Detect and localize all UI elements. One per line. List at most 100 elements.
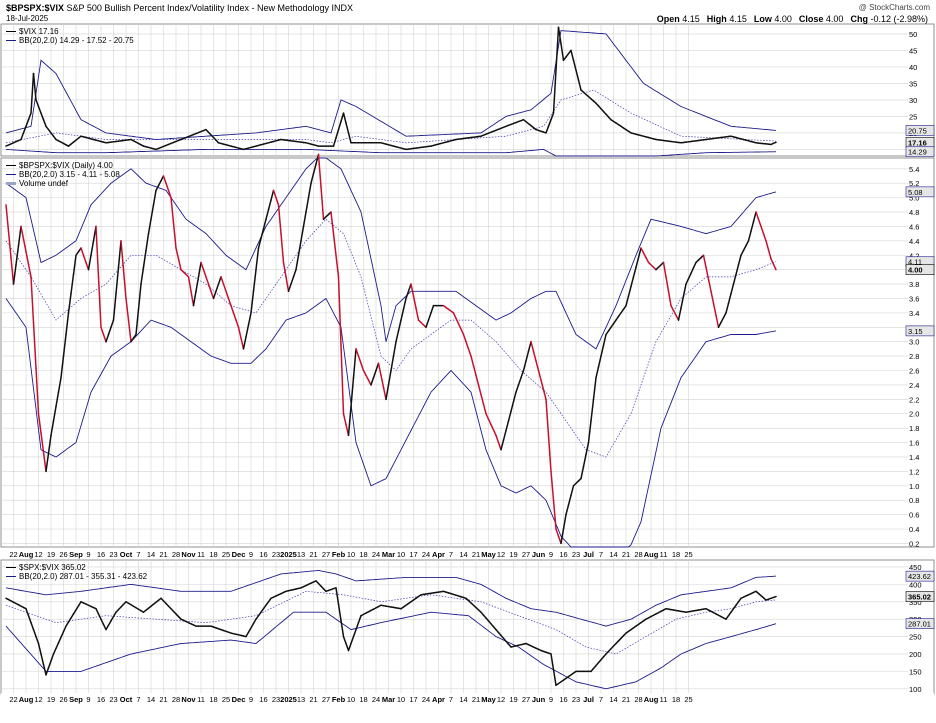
main-price-segment xyxy=(711,291,714,303)
ohlc-high: High 4.15 xyxy=(707,14,747,24)
main-price-segment xyxy=(679,308,682,320)
bottom-y-tick-label: 200 xyxy=(909,650,922,659)
chart-title: $BPSPX:$VIX S&P 500 Bullish Percent Inde… xyxy=(6,3,353,14)
main-price-segment xyxy=(389,371,392,385)
main-price-segment xyxy=(501,440,504,450)
main-price-segment xyxy=(746,241,749,246)
main-price-segment xyxy=(254,270,257,292)
main-price-segment xyxy=(366,375,369,380)
x-tick-label: Jul xyxy=(583,550,594,559)
main-price-segment xyxy=(311,174,314,184)
main-price-segment xyxy=(89,255,92,269)
main-price-segment xyxy=(761,226,764,233)
main-panel-frame xyxy=(1,158,934,547)
x-tick-label: Oct xyxy=(120,550,133,559)
x-tick-label: 10 xyxy=(397,550,405,559)
main-price-segment xyxy=(479,385,482,395)
description: S&P 500 Bullish Percent Index/Volatility… xyxy=(67,3,329,13)
main-price-segment xyxy=(109,327,112,334)
main-price-segment xyxy=(536,361,539,371)
main-price-segment xyxy=(396,331,399,342)
x-tick-label: 21 xyxy=(309,695,317,704)
x-tick-label: 23 xyxy=(109,695,117,704)
x-tick-label: 7 xyxy=(136,550,140,559)
x-tick-label: 21 xyxy=(622,695,630,704)
x-tick-label: 9 xyxy=(549,695,553,704)
main-price-segment xyxy=(81,248,84,255)
main-y-tick-label: 2.2 xyxy=(909,395,919,404)
main-price-segment xyxy=(589,421,592,443)
main-price-segment xyxy=(469,349,472,356)
main-price-segment xyxy=(489,419,492,424)
main-price-segment xyxy=(744,246,747,251)
x-tick-label: 18 xyxy=(209,695,217,704)
main-price-segment xyxy=(66,313,69,335)
main-price-segment xyxy=(594,378,597,400)
main-price-segment xyxy=(426,320,429,327)
top-price-segment xyxy=(24,126,27,133)
main-price-segment xyxy=(546,399,549,435)
main-price-segment xyxy=(471,356,474,366)
x-tick-label: Feb xyxy=(332,550,346,559)
top-price-segment xyxy=(336,130,339,138)
top-price-segment xyxy=(21,133,24,140)
main-price-segment xyxy=(49,435,52,453)
main-price-segment xyxy=(206,277,209,284)
x-tick-label: 23 xyxy=(572,695,580,704)
main-price-segment xyxy=(596,367,599,378)
x-tick-label: 11 xyxy=(197,695,205,704)
x-tick-label: 24 xyxy=(372,550,380,559)
main-price-segment xyxy=(371,378,374,385)
main-price-segment xyxy=(716,315,719,327)
main-price-segment xyxy=(506,421,509,431)
bottom-price-segment xyxy=(101,619,104,624)
main-last-value-label: 3.15 xyxy=(908,327,923,336)
main-price-segment xyxy=(741,250,744,255)
bottom-price-segment xyxy=(349,644,352,651)
bottom-y-tick-label: 100 xyxy=(909,685,922,694)
x-tick-label: 7 xyxy=(449,695,453,704)
top-price-segment xyxy=(339,121,342,129)
top-price-segment xyxy=(344,113,347,123)
x-tick-label: 16 xyxy=(97,550,105,559)
x-tick-label: Apr xyxy=(432,695,445,704)
top-y-tick-label: 50 xyxy=(909,30,917,39)
x-tick-label: 21 xyxy=(472,695,480,704)
ohlc-low: Low 4.00 xyxy=(754,14,792,24)
x-tick-label: 28 xyxy=(172,550,180,559)
x-tick-label: 27 xyxy=(322,550,330,559)
x-tick-label: 12 xyxy=(497,550,505,559)
main-price-segment xyxy=(416,308,419,320)
main-price-segment xyxy=(321,187,324,219)
main-price-segment xyxy=(84,255,87,262)
x-tick-label: 12 xyxy=(34,550,42,559)
x-tick-label: Aug xyxy=(19,695,34,704)
x-tick-label: 23 xyxy=(272,550,280,559)
x-tick-label: 23 xyxy=(572,550,580,559)
x-tick-label: Jul xyxy=(583,695,594,704)
main-y-tick-label: 1.0 xyxy=(909,482,919,491)
bottom-price-segment xyxy=(554,670,557,686)
main-price-segment xyxy=(599,356,602,367)
x-tick-label: 14 xyxy=(609,550,617,559)
top-y-tick-label: 25 xyxy=(909,112,917,121)
main-price-segment xyxy=(126,298,129,320)
main-price-segment xyxy=(266,210,269,220)
x-tick-label: 18 xyxy=(672,550,680,559)
top-bb-upper xyxy=(6,31,776,140)
bottom-price-segment xyxy=(251,624,254,628)
main-price-segment xyxy=(486,414,489,419)
main-y-tick-label: 2.8 xyxy=(909,352,919,361)
top-price-segment xyxy=(31,74,34,114)
bottom-price-segment xyxy=(354,630,357,637)
main-y-tick-label: 3.8 xyxy=(909,280,919,289)
bottom-price-segment xyxy=(56,643,59,649)
main-price-segment xyxy=(386,385,389,399)
main-price-segment xyxy=(216,284,219,291)
main-price-segment xyxy=(341,345,344,413)
x-tick-label: Mar xyxy=(382,550,395,559)
main-y-tick-label: 1.6 xyxy=(909,439,919,448)
x-tick-label: 21 xyxy=(472,550,480,559)
x-tick-label: Sep xyxy=(69,550,83,559)
main-price-segment xyxy=(749,231,752,241)
